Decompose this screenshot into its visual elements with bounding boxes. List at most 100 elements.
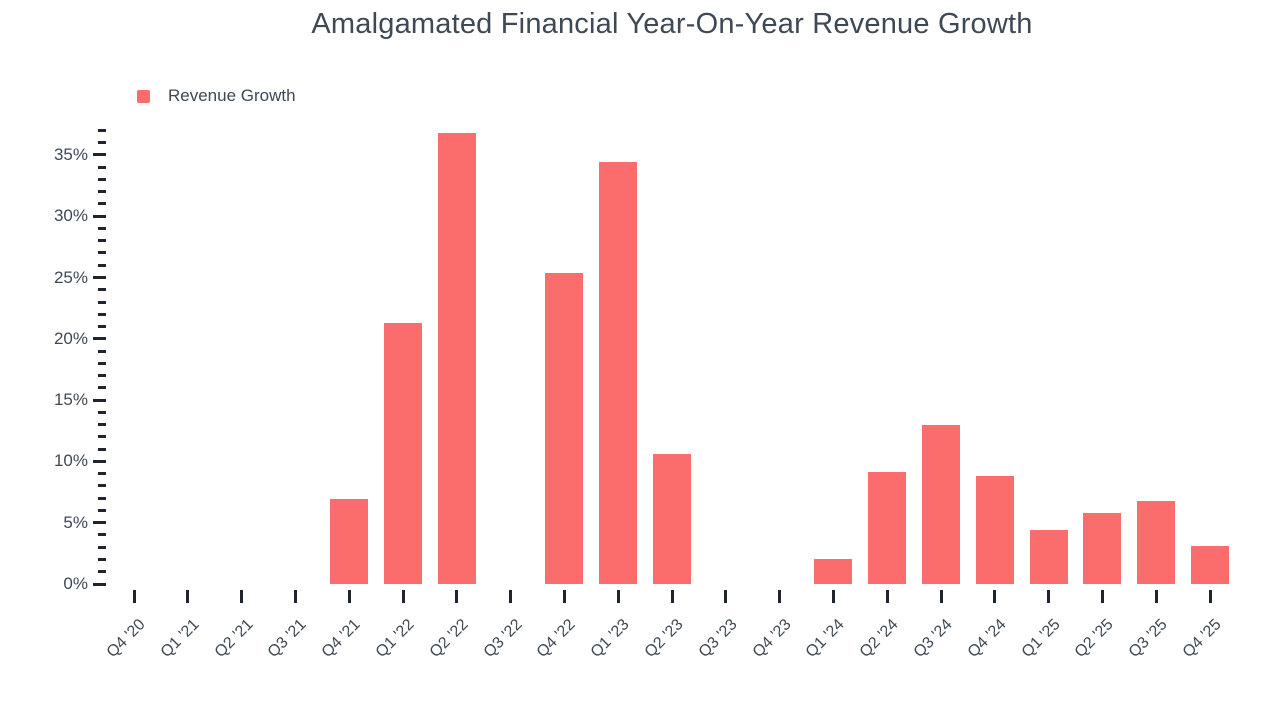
x-axis-label: Q4 '23 bbox=[750, 616, 796, 662]
y-axis-minor-tick bbox=[98, 411, 106, 414]
x-axis-label: Q2 '25 bbox=[1072, 616, 1118, 662]
x-axis-tick bbox=[671, 590, 674, 603]
y-axis-label: 5% bbox=[63, 513, 88, 532]
y-axis-minor-tick bbox=[98, 239, 106, 242]
bar bbox=[330, 499, 368, 584]
x-axis-tick bbox=[294, 590, 297, 603]
y-axis-minor-tick bbox=[98, 166, 106, 169]
y-axis-label: 25% bbox=[53, 268, 88, 287]
x-axis-tick bbox=[240, 590, 243, 603]
bar bbox=[384, 323, 422, 584]
legend: Revenue Growth bbox=[137, 86, 296, 106]
bar bbox=[868, 472, 906, 584]
x-axis-tick bbox=[993, 590, 996, 603]
y-axis-label: 35% bbox=[53, 145, 88, 164]
x-axis-label: Q2 '24 bbox=[857, 616, 903, 662]
x-axis-label: Q1 '24 bbox=[803, 616, 849, 662]
legend-label: Revenue Growth bbox=[168, 86, 296, 105]
y-axis-major-tick bbox=[93, 460, 106, 463]
bar bbox=[814, 559, 852, 584]
y-axis-minor-tick bbox=[98, 435, 106, 438]
y-axis-minor-tick bbox=[98, 202, 106, 205]
y-axis-minor-tick bbox=[98, 448, 106, 451]
y-axis-label: 20% bbox=[53, 329, 88, 348]
bar bbox=[438, 133, 476, 584]
x-axis-label: Q2 '22 bbox=[427, 616, 473, 662]
y-axis-minor-tick bbox=[98, 301, 106, 304]
y-axis-major-tick bbox=[93, 337, 106, 340]
y-axis-major-tick bbox=[93, 215, 106, 218]
bar bbox=[653, 454, 691, 584]
bar bbox=[1083, 513, 1121, 584]
y-axis-minor-tick bbox=[98, 288, 106, 291]
y-axis-minor-tick bbox=[98, 190, 106, 193]
x-axis-label: Q3 '23 bbox=[696, 616, 742, 662]
y-axis-minor-tick bbox=[98, 141, 106, 144]
x-axis-tick bbox=[832, 590, 835, 603]
x-axis-label: Q4 '22 bbox=[534, 616, 580, 662]
y-axis-minor-tick bbox=[98, 546, 106, 549]
legend-marker-icon bbox=[137, 89, 150, 103]
x-axis-tick bbox=[186, 590, 189, 603]
y-axis-minor-tick bbox=[98, 350, 106, 353]
x-axis-tick bbox=[1047, 590, 1050, 603]
x-axis-tick bbox=[1155, 590, 1158, 603]
x-axis-label: Q4 '24 bbox=[965, 616, 1011, 662]
y-axis-minor-tick bbox=[98, 178, 106, 181]
y-axis-minor-tick bbox=[98, 362, 106, 365]
y-axis-minor-tick bbox=[98, 484, 106, 487]
y-axis-label: 30% bbox=[53, 206, 88, 225]
x-axis-tick bbox=[778, 590, 781, 603]
y-axis-minor-tick bbox=[98, 227, 106, 230]
y-axis-label: 0% bbox=[63, 574, 88, 593]
x-axis-label: Q4 '25 bbox=[1180, 616, 1226, 662]
y-axis-minor-tick bbox=[98, 472, 106, 475]
bar bbox=[1030, 530, 1068, 584]
x-axis-tick bbox=[1209, 590, 1212, 603]
y-axis-minor-tick bbox=[98, 325, 106, 328]
y-axis-minor-tick bbox=[98, 374, 106, 377]
x-axis-tick bbox=[509, 590, 512, 603]
y-axis-major-tick bbox=[93, 583, 106, 586]
y-axis-label: 15% bbox=[53, 390, 88, 409]
x-axis-label: Q1 '21 bbox=[158, 616, 204, 662]
x-axis-label: Q2 '21 bbox=[212, 616, 258, 662]
y-axis-minor-tick bbox=[98, 533, 106, 536]
x-axis-tick bbox=[1101, 590, 1104, 603]
y-axis-minor-tick bbox=[98, 313, 106, 316]
x-axis-tick bbox=[348, 590, 351, 603]
y-axis-major-tick bbox=[93, 399, 106, 402]
bar bbox=[599, 162, 637, 584]
y-axis-major-tick bbox=[93, 153, 106, 156]
bar bbox=[1191, 546, 1229, 584]
x-axis-label: Q3 '22 bbox=[481, 616, 527, 662]
y-axis-minor-tick bbox=[98, 497, 106, 500]
chart-title: Amalgamated Financial Year-On-Year Reven… bbox=[311, 8, 1033, 40]
x-axis-label: Q4 '20 bbox=[104, 616, 150, 662]
x-axis-label: Q3 '24 bbox=[911, 616, 957, 662]
bar bbox=[545, 273, 583, 584]
y-axis-minor-tick bbox=[98, 386, 106, 389]
x-axis-label: Q2 '23 bbox=[642, 616, 688, 662]
x-axis-tick bbox=[402, 590, 405, 603]
y-axis-minor-tick bbox=[98, 264, 106, 267]
y-axis-major-tick bbox=[93, 276, 106, 279]
x-axis-label: Q1 '22 bbox=[373, 616, 419, 662]
y-axis-label: 10% bbox=[53, 451, 88, 470]
x-axis-label: Q1 '25 bbox=[1019, 616, 1065, 662]
x-axis-label: Q1 '23 bbox=[588, 616, 634, 662]
x-axis-label: Q3 '21 bbox=[265, 616, 311, 662]
x-axis-label: Q3 '25 bbox=[1126, 616, 1172, 662]
x-axis-tick bbox=[617, 590, 620, 603]
y-axis-minor-tick bbox=[98, 509, 106, 512]
x-axis-tick bbox=[133, 590, 136, 603]
bar bbox=[976, 476, 1014, 584]
x-axis-tick bbox=[886, 590, 889, 603]
x-axis-tick bbox=[455, 590, 458, 603]
y-axis-minor-tick bbox=[98, 570, 106, 573]
x-axis-tick bbox=[940, 590, 943, 603]
x-axis-tick bbox=[724, 590, 727, 603]
y-axis-minor-tick bbox=[98, 129, 106, 132]
y-axis-major-tick bbox=[93, 521, 106, 524]
x-axis-tick bbox=[563, 590, 566, 603]
